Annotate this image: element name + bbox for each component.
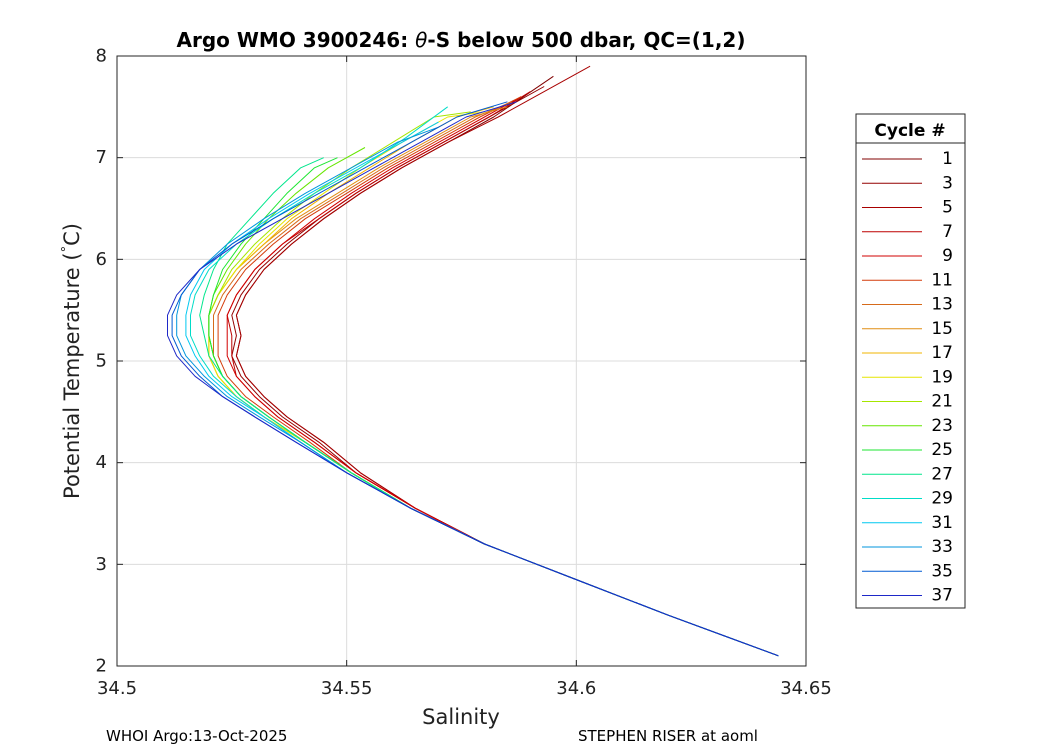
x-tick-label: 34.5 xyxy=(97,678,137,699)
y-tick-label: 2 xyxy=(96,656,107,677)
y-tick-label: 7 xyxy=(96,147,107,168)
legend-title: Cycle # xyxy=(874,121,945,141)
legend-box xyxy=(855,113,966,609)
legend-label-cycle-15: 15 xyxy=(931,319,953,339)
legend-label-cycle-21: 21 xyxy=(931,392,953,412)
legend-label-cycle-27: 27 xyxy=(931,464,953,484)
legend-label-cycle-17: 17 xyxy=(931,343,953,363)
y-tick-label: 3 xyxy=(96,554,107,575)
x-tick-labels: 34.5 34.55 34.6 34.65 xyxy=(97,678,832,699)
legend-label-cycle-9: 9 xyxy=(942,246,953,266)
x-tick-label: 34.55 xyxy=(321,678,373,699)
legend-label-cycle-11: 11 xyxy=(931,270,953,290)
y-axis-label-unit: C) xyxy=(60,223,84,246)
legend-label-cycle-13: 13 xyxy=(931,295,953,315)
ticks xyxy=(116,55,807,667)
x-tick-label: 34.65 xyxy=(780,678,832,699)
legend-label-cycle-33: 33 xyxy=(931,537,953,557)
legend-label-cycle-25: 25 xyxy=(931,440,953,460)
y-axis-label-main: Potential Temperature ( xyxy=(60,252,84,499)
y-tick-label: 8 xyxy=(96,46,107,67)
y-axis-label-degree: ° xyxy=(60,246,75,253)
legend-label-cycle-31: 31 xyxy=(931,513,953,533)
y-tick-label: 6 xyxy=(96,249,107,270)
legend-label-cycle-5: 5 xyxy=(942,198,953,218)
legend-label-cycle-1: 1 xyxy=(942,149,953,169)
legend-label-cycle-7: 7 xyxy=(942,222,953,242)
x-tick-label: 34.6 xyxy=(556,678,596,699)
title-prefix: Argo WMO 3900246: xyxy=(177,28,416,52)
legend-label-cycle-23: 23 xyxy=(931,416,953,436)
legend-label-cycle-19: 19 xyxy=(931,367,953,387)
y-tick-label: 4 xyxy=(96,452,107,473)
legend-label-cycle-3: 3 xyxy=(942,173,953,193)
series-group xyxy=(167,65,779,657)
legend: Cycle # 13579111315171921232527293133353… xyxy=(855,113,966,609)
x-axis-label: Salinity xyxy=(422,705,500,729)
footer-left: WHOI Argo:13-Oct-2025 xyxy=(106,727,287,745)
y-axis-label: Potential Temperature (°C) xyxy=(60,223,84,499)
y-tick-labels: 2 3 4 5 6 7 8 xyxy=(96,46,107,677)
title-theta: θ xyxy=(415,28,427,52)
legend-label-cycle-29: 29 xyxy=(931,489,953,509)
title-suffix: -S below 500 dbar, QC=(1,2) xyxy=(427,28,745,52)
y-tick-label: 5 xyxy=(96,351,107,372)
chart-title: Argo WMO 3900246: θ-S below 500 dbar, QC… xyxy=(177,28,746,52)
series-line-cycle-9 xyxy=(226,96,779,657)
legend-label-cycle-35: 35 xyxy=(931,561,953,581)
footer-right: STEPHEN RISER at aoml xyxy=(578,727,758,745)
series-line-cycle-37 xyxy=(167,101,779,657)
legend-label-cycle-37: 37 xyxy=(931,586,953,606)
